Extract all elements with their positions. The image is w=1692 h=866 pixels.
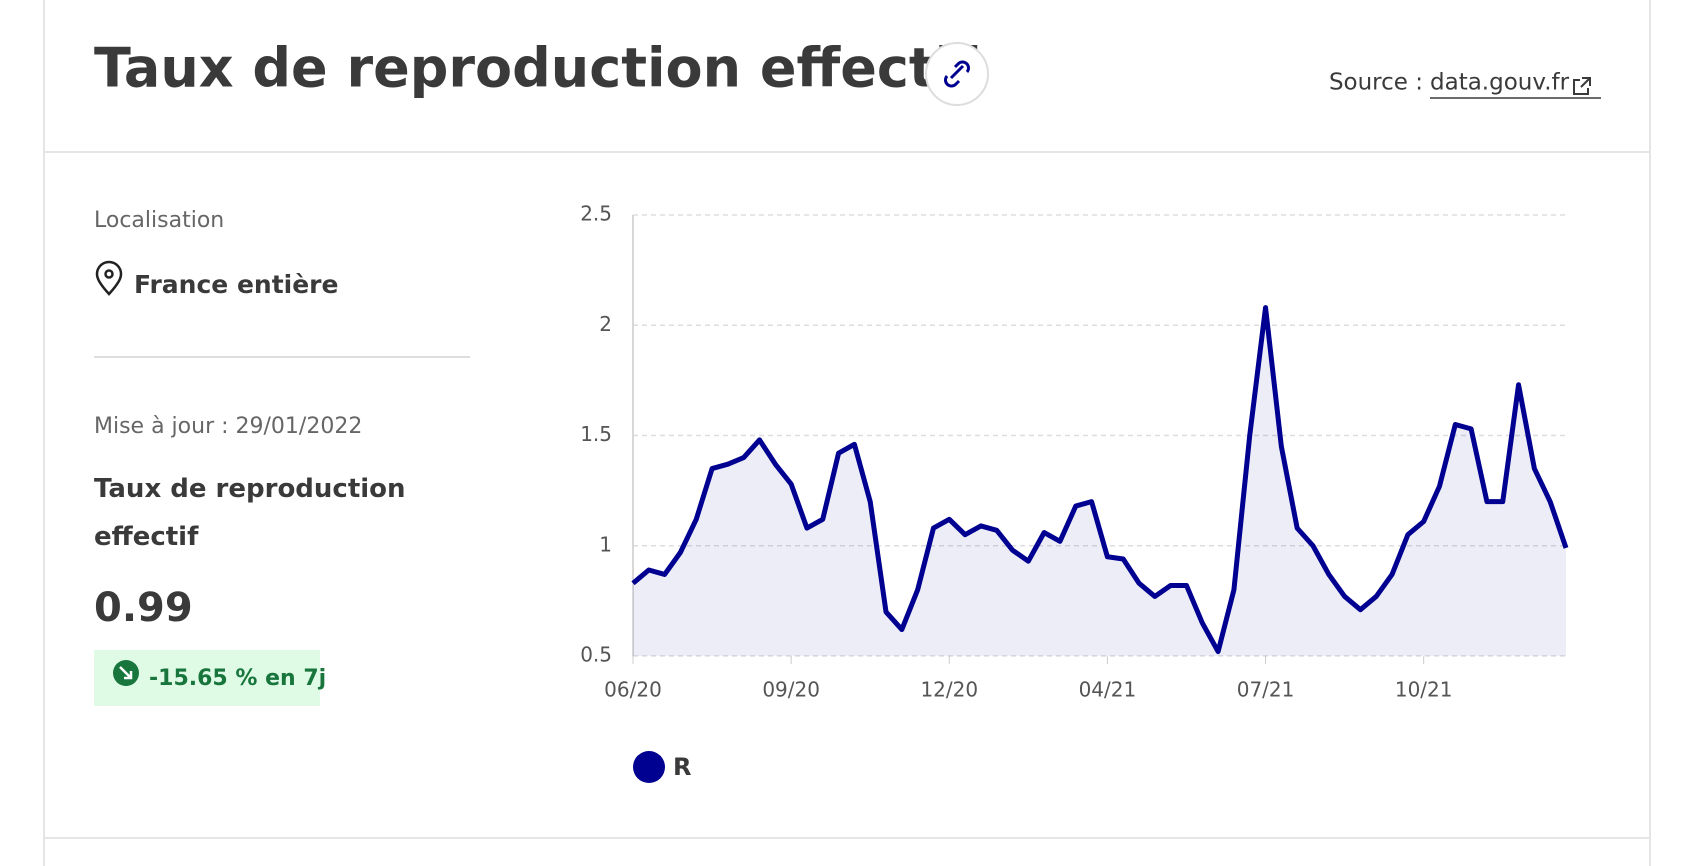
y-tick-label: 0.5 [580, 643, 612, 667]
link-button[interactable] [925, 42, 989, 106]
indicator-wrap: Taux de reproduction effectif [94, 474, 406, 552]
location-label: Localisation [94, 208, 224, 233]
x-tick-label: 09/20 [762, 678, 820, 702]
x-tick-label: 07/21 [1237, 678, 1295, 702]
link-icon[interactable] [944, 60, 970, 88]
source-link[interactable]: data.gouv.fr [1430, 70, 1570, 96]
area [633, 307, 1566, 656]
x-tick-label: 04/21 [1079, 678, 1137, 702]
pin-dot [104, 269, 114, 279]
y-tick-label: 1 [599, 532, 612, 556]
change-arrow [119, 666, 133, 680]
indicator: Taux de reproduction effectif [94, 474, 406, 552]
external-icon[interactable] [1573, 77, 1591, 95]
y-tick-label: 2 [599, 312, 612, 336]
x-tick-label: 06/20 [604, 678, 662, 702]
change: -15.65 % en 7j [149, 666, 326, 691]
updated: Mise à jour : 29/01/2022 [94, 414, 362, 439]
title: Taux de reproduction effectif [94, 37, 977, 100]
source-label: Source : [1329, 70, 1423, 96]
y-tick-label: 2.5 [580, 202, 612, 226]
line [631, 305, 1569, 655]
chart: 0.5 1 1.5 2 2.5 06/20 09/20 12/20 04/21 07/21 10/2… [580, 202, 1569, 783]
x-tick-label: 10/21 [1395, 678, 1453, 702]
location: France entière [134, 270, 338, 299]
value: 0.99 [94, 585, 193, 631]
x-tick-label: 12/20 [920, 678, 978, 702]
legend-marker [633, 751, 665, 783]
y-tick-label: 1.5 [580, 422, 612, 446]
pin-icon [95, 260, 123, 296]
legend-label: R [673, 753, 691, 781]
